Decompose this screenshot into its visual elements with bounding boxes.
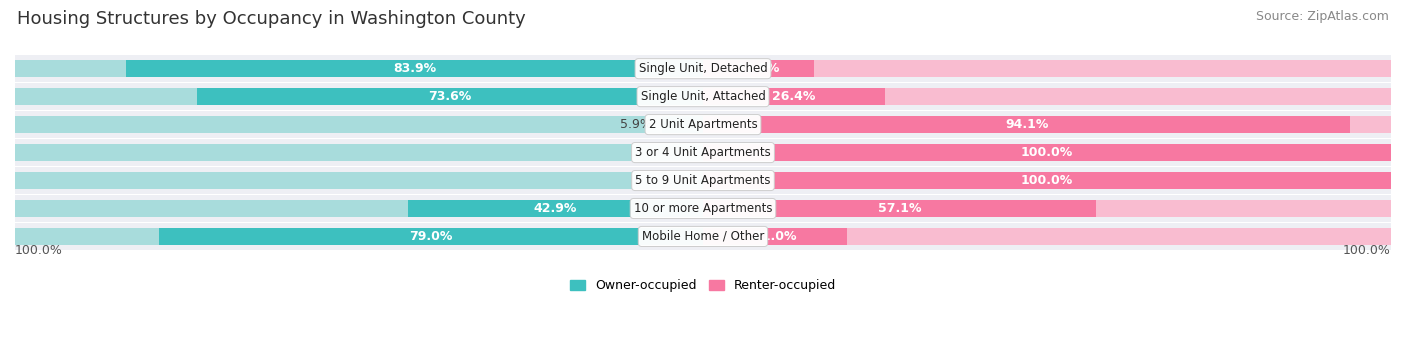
Bar: [15, 116, 703, 133]
Text: 0.0%: 0.0%: [661, 146, 693, 159]
Bar: [15, 200, 703, 217]
Bar: [15, 111, 1391, 138]
Text: 100.0%: 100.0%: [15, 243, 63, 256]
Bar: [703, 228, 1391, 245]
Bar: [703, 200, 1391, 217]
Bar: [703, 60, 1391, 77]
Bar: [703, 116, 1391, 133]
Legend: Owner-occupied, Renter-occupied: Owner-occupied, Renter-occupied: [565, 274, 841, 297]
Text: 2 Unit Apartments: 2 Unit Apartments: [648, 118, 758, 131]
Bar: [703, 228, 848, 245]
Bar: [703, 144, 1391, 161]
Text: 0.0%: 0.0%: [661, 174, 693, 187]
Text: 3 or 4 Unit Apartments: 3 or 4 Unit Apartments: [636, 146, 770, 159]
Bar: [703, 144, 1391, 161]
Bar: [703, 172, 1391, 189]
Text: Mobile Home / Other: Mobile Home / Other: [641, 230, 765, 243]
Bar: [15, 60, 703, 77]
Bar: [15, 223, 1391, 250]
Bar: [703, 116, 1350, 133]
Text: 5 to 9 Unit Apartments: 5 to 9 Unit Apartments: [636, 174, 770, 187]
Text: Single Unit, Detached: Single Unit, Detached: [638, 62, 768, 75]
Bar: [15, 83, 1391, 110]
Bar: [15, 167, 1391, 194]
Text: 79.0%: 79.0%: [409, 230, 453, 243]
Bar: [15, 144, 703, 161]
Bar: [15, 228, 703, 245]
Text: 100.0%: 100.0%: [1343, 243, 1391, 256]
Text: 26.4%: 26.4%: [772, 90, 815, 103]
Text: 100.0%: 100.0%: [1021, 146, 1073, 159]
Bar: [15, 139, 1391, 166]
Bar: [159, 228, 703, 245]
Bar: [15, 88, 703, 105]
Bar: [662, 116, 703, 133]
Text: 73.6%: 73.6%: [429, 90, 471, 103]
Bar: [703, 172, 1391, 189]
Text: Single Unit, Attached: Single Unit, Attached: [641, 90, 765, 103]
Text: 10 or more Apartments: 10 or more Apartments: [634, 202, 772, 215]
Bar: [703, 88, 884, 105]
Text: 83.9%: 83.9%: [392, 62, 436, 75]
Bar: [408, 200, 703, 217]
Text: 57.1%: 57.1%: [877, 202, 921, 215]
Bar: [703, 88, 1391, 105]
Text: 16.1%: 16.1%: [737, 62, 780, 75]
Text: Source: ZipAtlas.com: Source: ZipAtlas.com: [1256, 10, 1389, 23]
Bar: [703, 200, 1095, 217]
Text: Housing Structures by Occupancy in Washington County: Housing Structures by Occupancy in Washi…: [17, 10, 526, 28]
Bar: [15, 55, 1391, 82]
Text: 42.9%: 42.9%: [534, 202, 576, 215]
Text: 5.9%: 5.9%: [620, 118, 652, 131]
Bar: [15, 172, 703, 189]
Text: 94.1%: 94.1%: [1005, 118, 1049, 131]
Bar: [197, 88, 703, 105]
Bar: [125, 60, 703, 77]
Bar: [15, 195, 1391, 222]
Text: 21.0%: 21.0%: [754, 230, 797, 243]
Text: 100.0%: 100.0%: [1021, 174, 1073, 187]
Bar: [703, 60, 814, 77]
